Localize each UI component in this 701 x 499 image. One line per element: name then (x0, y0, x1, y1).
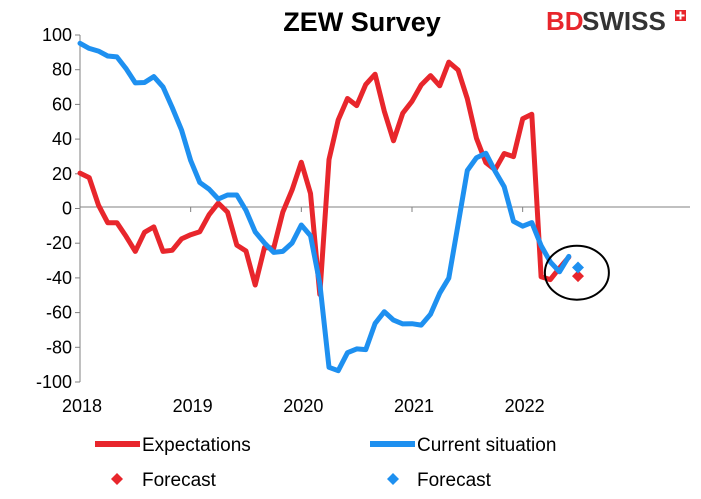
logo-text-bd: BD (546, 6, 584, 36)
swiss-cross-icon (675, 10, 686, 21)
y-tick-label: -80 (46, 337, 72, 357)
y-tick-label: 0 (62, 199, 72, 219)
x-tick-label: 2019 (173, 396, 213, 416)
x-axis-ticks: 2018 2019 2020 2021 2022 (62, 207, 545, 416)
forecast-point-expectations (571, 270, 584, 283)
bdswiss-logo: BD SWISS (546, 6, 686, 36)
y-tick-label: 60 (52, 94, 72, 114)
y-tick-label: -60 (46, 303, 72, 323)
series-line-current-situation (77, 40, 572, 374)
legend-label-forecast-blue: Forecast (417, 470, 492, 491)
logo-text-swiss: SWISS (582, 6, 666, 36)
legend: Expectations Current situation Forecast … (95, 435, 556, 491)
legend-label-forecast-red: Forecast (142, 470, 217, 491)
x-tick-label: 2022 (505, 396, 545, 416)
y-tick-label: 100 (42, 25, 72, 45)
y-axis-ticks: 100 80 60 40 20 0 -20 -40 -60 -80 -100 (36, 25, 80, 392)
y-tick-label: 20 (52, 164, 72, 184)
series-layer (77, 40, 584, 374)
x-tick-label: 2018 (62, 396, 102, 416)
annotation-layer (543, 244, 610, 301)
y-tick-label: 40 (52, 129, 72, 149)
forecast-highlight-circle (543, 244, 610, 301)
y-tick-label: -40 (46, 268, 72, 288)
legend-swatch-forecast-blue (387, 473, 399, 485)
legend-swatch-forecast-red (111, 473, 123, 485)
x-tick-label: 2021 (394, 396, 434, 416)
legend-label-expectations: Expectations (142, 435, 251, 456)
y-tick-label: 80 (52, 60, 72, 80)
chart-title: ZEW Survey (283, 7, 441, 37)
series-line-expectations (77, 59, 572, 297)
x-tick-label: 2020 (283, 396, 323, 416)
y-tick-label: -100 (36, 372, 72, 392)
forecast-point-current-situation (571, 261, 584, 274)
legend-label-current-situation: Current situation (417, 435, 556, 456)
y-tick-label: -20 (46, 233, 72, 253)
